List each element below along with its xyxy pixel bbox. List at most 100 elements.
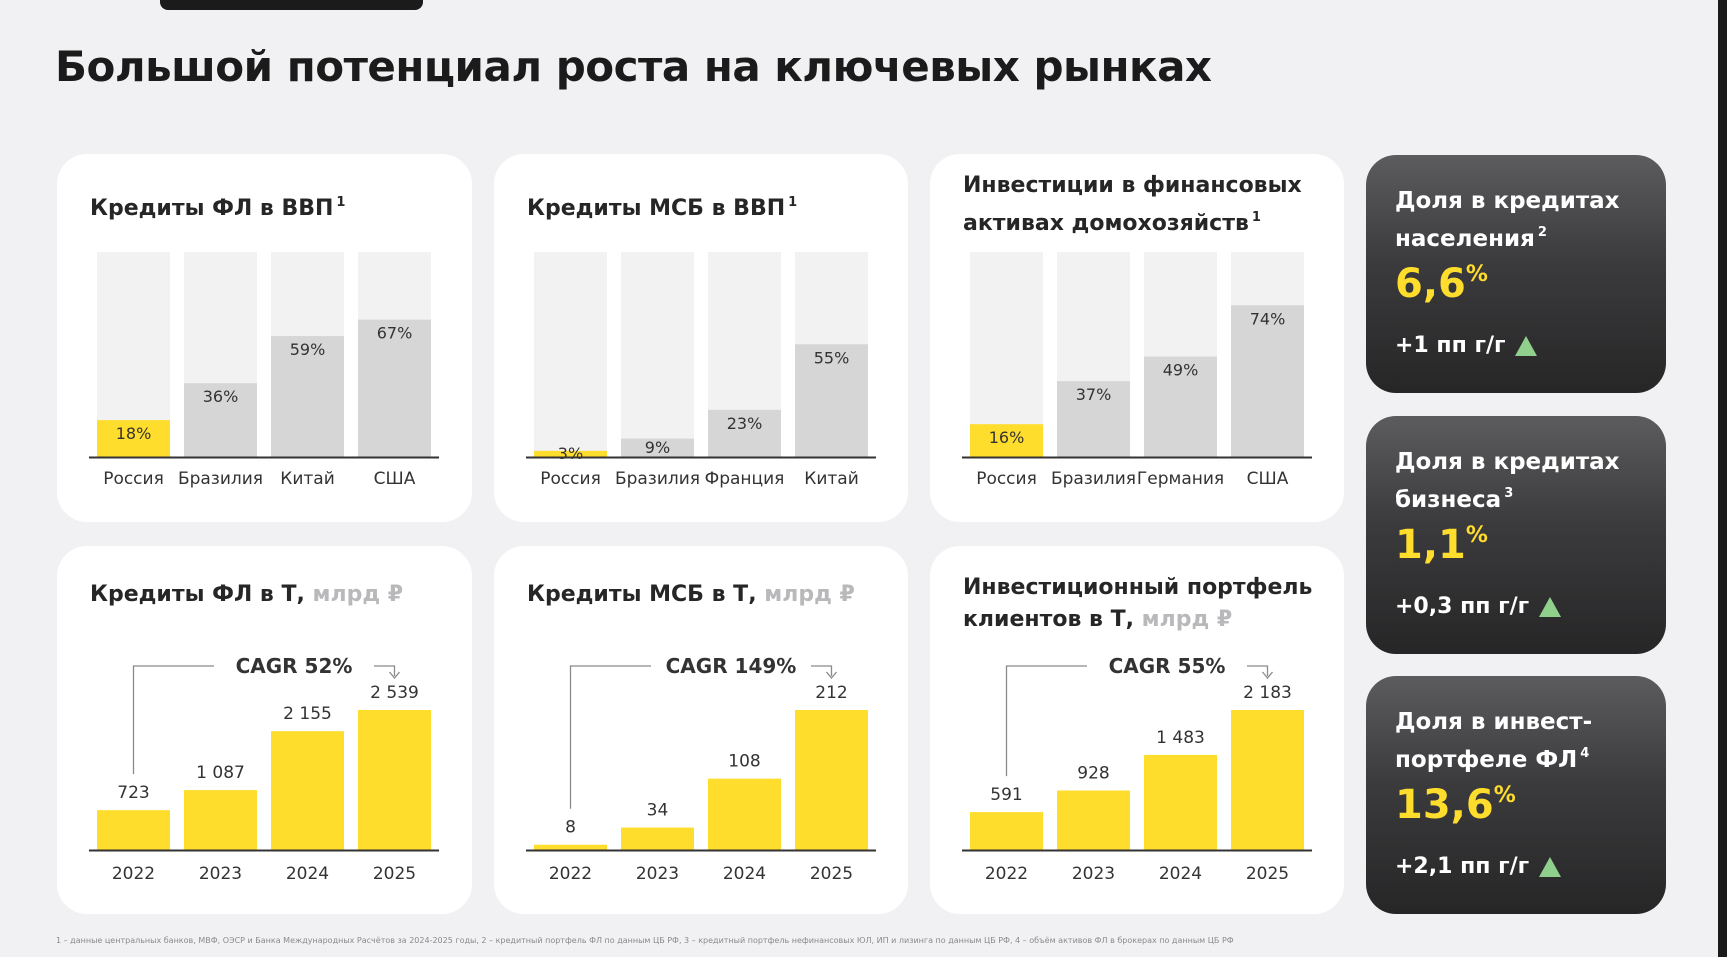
kpi-change: +1 пп г/г (1395, 333, 1538, 358)
data-label: 74% (1250, 309, 1286, 328)
bar (970, 812, 1043, 850)
chart-investment-portfolio-t: 591 2022 928 2023 1 483 2024 2 183 2025 CAGR 55% (962, 654, 1312, 884)
bar-track (534, 252, 607, 457)
cagr-arrow-icon (389, 671, 400, 680)
bar (534, 450, 607, 457)
tick-label: 2025 (1246, 864, 1289, 884)
kpi-label: Доля в кредитах бизнеса 3 (1395, 449, 1620, 513)
bar (1057, 790, 1130, 850)
data-label: 18% (116, 424, 152, 443)
data-label: 591 (990, 785, 1022, 805)
tick-label: 2023 (636, 864, 679, 884)
bar (708, 778, 781, 850)
kpi-value: 6,6% (1395, 261, 1488, 307)
card-title: Кредиты МСБ в Т, млрд ₽ (527, 582, 855, 607)
tick-label: 2024 (286, 864, 329, 884)
bar (795, 710, 868, 850)
tick-label: Бразилия (615, 469, 700, 489)
cagr-bracket (1247, 665, 1269, 676)
card-sme-loans-t: Кредиты МСБ в Т, млрд ₽ 8 2022 34 2023 108 20… (494, 546, 908, 914)
card-retail-loans-gdp: Кредиты ФЛ в ВВП 1 18% Россия 36% Бразилия 59… (57, 154, 472, 522)
data-label: 723 (117, 783, 149, 803)
kpi-card-business-share: Доля в кредитах бизнеса 3 1,1% +0,3 пп г/г (1366, 416, 1666, 654)
bar (1231, 710, 1304, 850)
tick-label: Китай (804, 469, 859, 489)
card-household-investments: Инвестиции в финансовых активах домохозяй… (930, 154, 1344, 522)
arrow-up-icon (1539, 856, 1562, 877)
footnote: 1 – данные центральных банков, МВФ, ОЭСР… (56, 936, 1234, 945)
tick-label: Бразилия (1051, 469, 1136, 489)
bar (184, 383, 257, 457)
data-label: 49% (1163, 361, 1199, 380)
bar (358, 319, 431, 457)
card-sme-loans-gdp: Кредиты МСБ в ВВП 1 3% Россия 9% Бразилия 23%… (494, 154, 908, 522)
tick-label: 2024 (723, 864, 766, 884)
tick-label: 2023 (1072, 864, 1115, 884)
tick-label: 2022 (112, 864, 155, 884)
bar (534, 844, 607, 850)
tick-label: 2022 (549, 864, 592, 884)
tick-label: 2023 (199, 864, 242, 884)
card-title: Кредиты ФЛ в Т, млрд ₽ (90, 582, 404, 607)
data-label: 3% (558, 444, 583, 463)
tick-label: США (1247, 469, 1289, 489)
tick-label: 2025 (810, 864, 853, 884)
tick-label: Германия (1137, 469, 1224, 489)
tick-label: Россия (540, 469, 601, 489)
data-label: 37% (1076, 385, 1112, 404)
cagr-bracket (811, 665, 833, 676)
cagr-arrow-icon (826, 671, 837, 680)
data-label: 928 (1077, 763, 1109, 783)
kpi-card-retail-share: Доля в кредитах населения 2 6,6% +1 пп г/г (1366, 155, 1666, 393)
bar (621, 827, 694, 850)
tick-label: 2022 (985, 864, 1028, 884)
chart-sme-loans-gdp: 3% Россия 9% Бразилия 23% Франция 55% Китай (526, 252, 876, 489)
data-label: 23% (727, 414, 763, 433)
kpi-card-investment-share: Доля в инвест-портфеле ФЛ 4 13,6% +2,1 пп… (1366, 676, 1666, 914)
chart-sme-loans-t: 8 2022 34 2023 108 2024 212 2025 CAGR 149% (526, 654, 876, 884)
tick-label: Франция (705, 469, 785, 489)
card-title: Инвестиционный портфель клиентов в Т, млр… (963, 575, 1313, 632)
page-title: Большой потенциал роста на ключевых рынк… (55, 42, 1212, 91)
arrow-up-icon (1539, 596, 1562, 617)
bar-track (970, 252, 1043, 457)
data-label: 212 (815, 683, 847, 703)
cagr-label: CAGR 55% (1109, 654, 1226, 678)
window-edge (1718, 0, 1727, 957)
data-label: 1 087 (196, 763, 245, 783)
data-label: 8 (565, 818, 576, 838)
kpi-label: Доля в инвест-портфеле ФЛ 4 (1395, 709, 1593, 773)
data-label: 2 155 (283, 704, 332, 724)
data-label: 1 483 (1156, 728, 1205, 748)
card-title: Кредиты ФЛ в ВВП 1 (90, 195, 346, 221)
cagr-label: CAGR 52% (236, 654, 353, 678)
card-title: Кредиты МСБ в ВВП 1 (527, 195, 798, 221)
chart-retail-loans-t: 723 2022 1 087 2023 2 155 2024 2 539 2025 CAGR 5… (89, 654, 439, 884)
chart-household-investments: 16% Россия 37% Бразилия 49% Германия 74% США (962, 252, 1312, 489)
bar (1057, 381, 1130, 457)
data-label: 9% (645, 438, 670, 457)
bar (97, 420, 170, 457)
data-label: 55% (814, 348, 850, 367)
bar (621, 438, 694, 457)
tick-label: Бразилия (178, 469, 263, 489)
bar (97, 810, 170, 850)
tick-label: Россия (976, 469, 1037, 489)
cagr-bracket (374, 665, 396, 676)
bar (271, 731, 344, 850)
data-label: 34 (647, 801, 669, 821)
kpi-change: +2,1 пп г/г (1395, 854, 1562, 879)
tick-label: Россия (103, 469, 164, 489)
top-tab-decoration (160, 0, 423, 10)
cagr-label: CAGR 149% (666, 654, 797, 678)
data-label: 59% (290, 340, 326, 359)
data-label: 2 183 (1243, 683, 1292, 703)
bar (970, 424, 1043, 457)
kpi-label: Доля в кредитах населения 2 (1395, 188, 1620, 252)
bar (184, 790, 257, 850)
cagr-bracket (132, 665, 214, 775)
data-label: 67% (377, 324, 413, 343)
data-label: 16% (989, 428, 1025, 447)
bar (358, 710, 431, 850)
bar (271, 336, 344, 457)
